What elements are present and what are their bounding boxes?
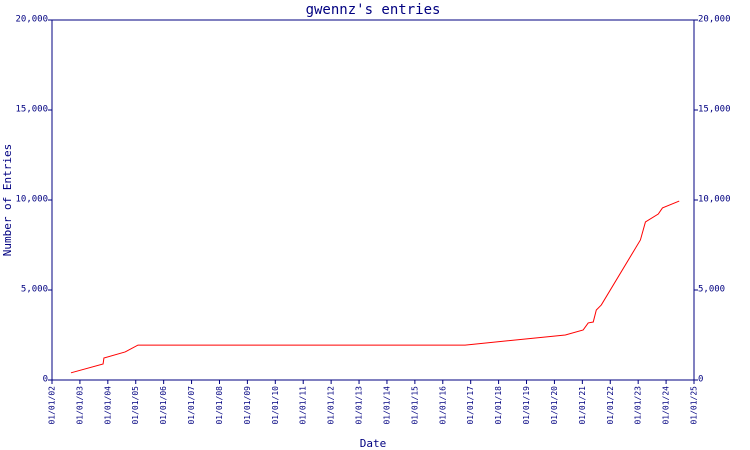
- y2-tick-label: 20,000: [698, 15, 731, 25]
- x-tick-label: 01/01/16: [438, 386, 447, 425]
- x-tick-label: 01/01/13: [355, 386, 364, 425]
- y-tick-label: 15,000: [15, 105, 48, 115]
- x-tick-label: 01/01/06: [159, 386, 168, 425]
- y2-tick-label: 0: [698, 375, 703, 385]
- x-tick-label: 01/01/08: [215, 386, 224, 425]
- plot-frame: [51, 19, 695, 381]
- y-tick-label: 10,000: [15, 195, 48, 205]
- y2-tick-label: 15,000: [698, 105, 731, 115]
- y2-tick-label: 10,000: [698, 195, 731, 205]
- y-tick-label: 5,000: [21, 285, 48, 295]
- x-tick-label: 01/01/22: [606, 386, 615, 425]
- x-tick-label: 01/01/12: [327, 386, 336, 425]
- x-tick-label: 01/01/02: [48, 386, 57, 425]
- x-tick-label: 01/01/15: [410, 386, 419, 425]
- x-tick-label: 01/01/14: [382, 386, 391, 425]
- x-tick-label: 01/01/19: [522, 386, 531, 425]
- data-line: [70, 200, 680, 374]
- x-tick-label: 01/01/04: [103, 386, 112, 425]
- x-tick-label: 01/01/20: [550, 386, 559, 425]
- x-tick-label: 01/01/07: [187, 386, 196, 425]
- x-tick-label: 01/01/11: [299, 386, 308, 425]
- y-axis-label: Number of Entries: [1, 144, 14, 257]
- x-axis-label: Date: [360, 437, 387, 450]
- x-tick-label: 01/01/09: [243, 386, 252, 425]
- y-tick-label: 0: [43, 375, 48, 385]
- chart-title: gwennz's entries: [306, 2, 441, 18]
- y2-tick-label: 5,000: [698, 285, 725, 295]
- x-tick-label: 01/01/05: [131, 386, 140, 425]
- x-tick-label: 01/01/10: [271, 386, 280, 425]
- x-tick-label: 01/01/18: [494, 386, 503, 425]
- y-tick-label: 20,000: [15, 15, 48, 25]
- x-tick-label: 01/01/25: [690, 386, 699, 425]
- x-tick-label: 01/01/03: [75, 386, 84, 425]
- x-tick-label: 01/01/24: [662, 386, 671, 425]
- x-tick-label: 01/01/23: [634, 386, 643, 425]
- x-tick-label: 01/01/17: [466, 386, 475, 425]
- x-tick-label: 01/01/21: [578, 386, 587, 425]
